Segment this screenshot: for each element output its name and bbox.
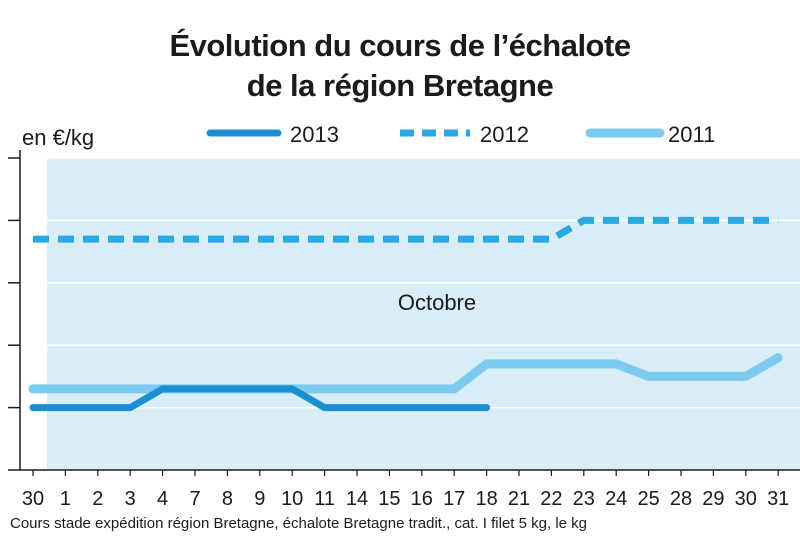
x-tick-label: 18 — [475, 488, 497, 510]
x-tick-label: 31 — [767, 488, 789, 510]
series-line-2012 — [33, 216, 779, 243]
x-tick-label: 30 — [22, 488, 44, 510]
series-line-2013 — [29, 385, 491, 412]
x-tick-label: 16 — [411, 488, 433, 510]
x-tick-label: 2 — [92, 488, 103, 510]
legend-label-2011: 2011 — [668, 122, 715, 147]
chart-title: Évolution du cours de l’échalote de la r… — [0, 26, 800, 106]
x-tick-label: 7 — [189, 488, 200, 510]
x-tick-label: 24 — [605, 488, 627, 510]
chart-title-line-1: Évolution du cours de l’échalote — [169, 28, 631, 63]
x-tick-label: 4 — [157, 488, 168, 510]
chart-title-line-2: de la région Bretagne — [246, 68, 554, 103]
x-tick-label: 8 — [222, 488, 233, 510]
x-tick-label: 22 — [540, 488, 562, 510]
y-axis-unit-label: en €/kg — [22, 125, 94, 150]
x-tick-label: 14 — [346, 488, 368, 510]
x-tick-label: 28 — [670, 488, 692, 510]
x-tick-label: 9 — [254, 488, 265, 510]
x-tick-label: 30 — [735, 488, 757, 510]
x-tick-label: 3 — [125, 488, 136, 510]
month-section-label: Octobre — [398, 290, 476, 315]
x-tick-label: 25 — [637, 488, 659, 510]
x-tick-label: 29 — [702, 488, 724, 510]
plot-background — [47, 158, 800, 470]
x-tick-label: 17 — [443, 488, 465, 510]
x-tick-label: 15 — [378, 488, 400, 510]
x-tick-label: 10 — [281, 488, 303, 510]
x-tick-label: 23 — [573, 488, 595, 510]
x-tick-label: 1 — [60, 488, 71, 510]
x-tick-label: 21 — [508, 488, 530, 510]
chart-source-note: Cours stade expédition région Bretagne, … — [10, 515, 588, 532]
x-tick-label: 11 — [314, 488, 335, 510]
legend-label-2012: 2012 — [480, 122, 529, 147]
legend-label-2013: 2013 — [290, 122, 339, 147]
